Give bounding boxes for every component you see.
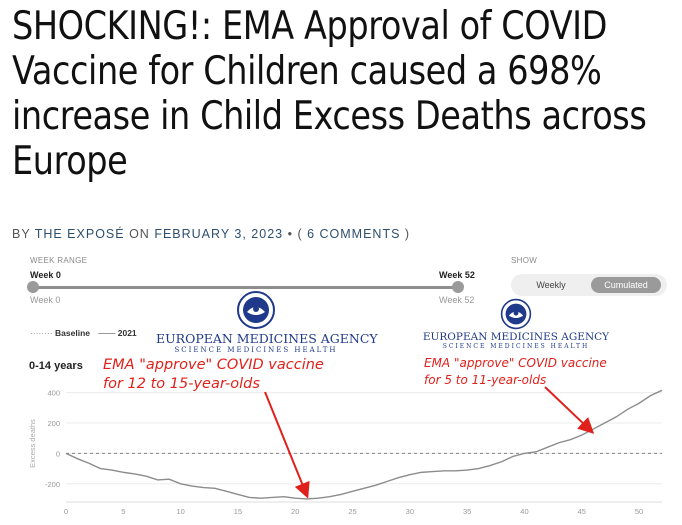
- x-tick-label: 45: [578, 507, 586, 516]
- ema-tagline: SCIENCE MEDICINES HEALTH: [174, 346, 338, 354]
- x-tick-label: 35: [463, 507, 471, 516]
- x-tick-label: 0: [64, 507, 68, 516]
- comments-link[interactable]: 6 COMMENTS: [307, 227, 401, 241]
- article-headline: SHOCKING!: EMA Approval of COVID Vaccine…: [12, 4, 647, 184]
- series-line-2021: [65, 389, 663, 500]
- slider-end-handle[interactable]: [452, 281, 464, 293]
- comments-prefix: • (: [287, 227, 303, 241]
- age-group-title: 0-14 years: [29, 360, 83, 372]
- author-link[interactable]: THE EXPOSÉ: [34, 227, 125, 241]
- toggle-cumulated[interactable]: Cumulated: [591, 277, 661, 293]
- ema-tagline: SCIENCE MEDICINES HEALTH: [442, 343, 590, 350]
- ema-name: EUROPEAN MEDICINES AGENCY: [156, 331, 378, 346]
- ema-emblem-icon: [236, 290, 276, 330]
- article-byline: BY THE EXPOSÉ ON FEBRUARY 3, 2023 • ( 6 …: [12, 227, 410, 241]
- x-tick-label: 20: [291, 507, 299, 516]
- annotation-line-1: EMA "approve" COVID vaccine: [424, 356, 607, 370]
- y-axis-label: Excess deaths: [28, 419, 37, 468]
- y-tick-label: 200: [47, 419, 60, 428]
- end-week-value: Week 52: [439, 270, 475, 280]
- date-link[interactable]: FEBRUARY 3, 2023: [154, 227, 284, 241]
- annotation-arrow-2: [544, 386, 595, 434]
- x-tick-label: 15: [234, 507, 242, 516]
- y-tick-label: -200: [45, 480, 60, 489]
- show-label: SHOW: [511, 256, 538, 265]
- show-toggle: Weekly Cumulated: [511, 274, 667, 296]
- start-week-value: Week 0: [30, 270, 61, 280]
- y-tick-label: 0: [56, 449, 60, 458]
- slider-min-label: Week 0: [30, 295, 61, 305]
- series-legend-swatch: ——: [98, 328, 116, 338]
- ema-name: EUROPEAN MEDICINES AGENCY: [422, 331, 610, 343]
- annotation-12-15: EMA "approve" COVID vaccine for 12 to 15…: [103, 356, 324, 394]
- series-legend-label: 2021: [117, 328, 137, 338]
- y-tick-label: 400: [47, 389, 60, 398]
- annotation-5-11: EMA "approve" COVID vaccine for 5 to 11-…: [424, 355, 607, 389]
- x-tick-label: 25: [348, 507, 356, 516]
- annotation-line-2: for 12 to 15-year-olds: [103, 376, 260, 392]
- week-range-slider[interactable]: [33, 286, 458, 289]
- ema-logo-2: EUROPEAN MEDICINES AGENCY SCIENCE MEDICI…: [421, 298, 611, 350]
- slider-start-handle[interactable]: [27, 281, 39, 293]
- chart-embed: WEEK RANGE Week 0 Week 52 Week 0 Week 52…: [0, 250, 682, 525]
- x-tick-label: 5: [121, 507, 125, 516]
- x-tick-label: 30: [406, 507, 414, 516]
- week-range-label: WEEK RANGE: [30, 256, 88, 265]
- ema-emblem-icon: [500, 298, 532, 330]
- ema-logo-1: EUROPEAN MEDICINES AGENCY SCIENCE MEDICI…: [156, 290, 378, 354]
- baseline-legend-label: Baseline: [55, 328, 90, 338]
- x-tick-label: 10: [176, 507, 184, 516]
- toggle-weekly[interactable]: Weekly: [536, 280, 566, 290]
- baseline-legend-swatch: ········: [30, 328, 53, 338]
- byline-on: ON: [129, 227, 150, 241]
- comments-suffix: ): [404, 227, 411, 241]
- x-tick-label: 50: [635, 507, 643, 516]
- slider-max-label: Week 52: [439, 295, 475, 305]
- annotation-arrow-1: [264, 391, 310, 499]
- byline-by: BY: [12, 227, 31, 241]
- x-tick-label: 40: [520, 507, 528, 516]
- chart-legend: ········ Baseline —— 2021: [30, 328, 137, 338]
- annotation-line-1: EMA "approve" COVID vaccine: [103, 357, 324, 373]
- annotation-line-2: for 5 to 11-year-olds: [424, 373, 547, 387]
